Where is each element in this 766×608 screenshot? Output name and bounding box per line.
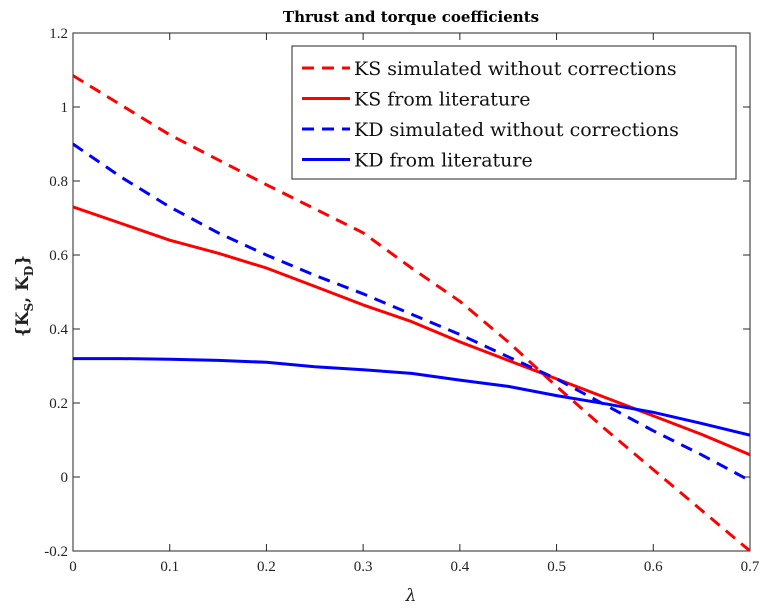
series-line-4 <box>73 357 750 437</box>
chart-title: Thrust and torque coefficients <box>283 8 539 26</box>
legend-label: KS simulated without corrections <box>354 58 677 80</box>
legend-label: KD from literature <box>354 150 533 172</box>
x-tick-label: 0.2 <box>257 559 276 575</box>
x-tick-label: 0.1 <box>160 559 179 575</box>
axes <box>72 32 751 552</box>
y-tick-label: 0.8 <box>49 174 68 190</box>
x-tick-label: 0 <box>69 559 77 575</box>
series-line-1 <box>73 74 750 551</box>
y-tick-label: 1.2 <box>49 26 68 42</box>
y-tick-label: -0.2 <box>44 544 68 560</box>
y-tick-label: 0.6 <box>49 248 68 264</box>
legend: KS simulated without corrections KS from … <box>291 45 737 180</box>
y-tick-label: 0.4 <box>49 322 68 338</box>
y-tick-label: 0.2 <box>49 396 68 412</box>
y-ticks: -0.2 0 0.2 0.4 0.6 0.8 1 1.2 <box>44 26 750 560</box>
x-tick-label: 0.3 <box>354 559 373 575</box>
x-tick-label: 0.7 <box>741 559 760 575</box>
legend-label: KD simulated without corrections <box>354 119 679 141</box>
y-tick-label: 0 <box>61 470 69 486</box>
y-tick-label: 1 <box>61 100 69 116</box>
x-ticks: 0 0.1 0.2 0.3 0.4 0.5 0.6 0.7 <box>69 33 760 575</box>
plot-frame <box>72 32 751 552</box>
y-axis-label: {KS, KD} <box>13 255 36 337</box>
x-axis-label: λ <box>405 586 417 606</box>
legend-label: KS from literature <box>354 89 531 111</box>
series-line-2 <box>73 205 750 457</box>
series-line-3 <box>73 142 750 483</box>
x-tick-label: 0.6 <box>644 559 663 575</box>
legend-box <box>291 45 737 180</box>
series-lines <box>73 74 750 551</box>
x-tick-label: 0.4 <box>450 559 469 575</box>
x-tick-label: 0.5 <box>547 559 566 575</box>
